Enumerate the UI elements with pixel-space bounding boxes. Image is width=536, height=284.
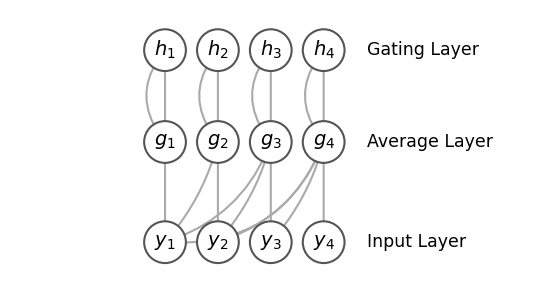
Circle shape (197, 221, 239, 263)
Text: Average Layer: Average Layer (367, 133, 493, 151)
Circle shape (303, 221, 345, 263)
Text: Gating Layer: Gating Layer (367, 41, 479, 59)
Text: $h_{3}$: $h_{3}$ (260, 39, 282, 61)
Text: $g_{4}$: $g_{4}$ (312, 133, 335, 151)
Text: $h_{1}$: $h_{1}$ (154, 39, 176, 61)
Text: $h_{4}$: $h_{4}$ (312, 39, 335, 61)
Text: Input Layer: Input Layer (367, 233, 466, 251)
Text: $y_{2}$: $y_{2}$ (207, 233, 228, 252)
Circle shape (197, 29, 239, 71)
Circle shape (144, 221, 186, 263)
Text: $g_{2}$: $g_{2}$ (207, 133, 229, 151)
Text: $y_{4}$: $y_{4}$ (312, 233, 334, 252)
Circle shape (250, 221, 292, 263)
Text: $g_{1}$: $g_{1}$ (154, 133, 176, 151)
Circle shape (250, 121, 292, 163)
Circle shape (250, 29, 292, 71)
Circle shape (197, 121, 239, 163)
Text: $g_{3}$: $g_{3}$ (260, 133, 282, 151)
Text: $y_{3}$: $y_{3}$ (260, 233, 281, 252)
Circle shape (144, 29, 186, 71)
Circle shape (144, 121, 186, 163)
Text: $y_{1}$: $y_{1}$ (154, 233, 176, 252)
Circle shape (303, 29, 345, 71)
Circle shape (303, 121, 345, 163)
Text: $h_{2}$: $h_{2}$ (207, 39, 229, 61)
